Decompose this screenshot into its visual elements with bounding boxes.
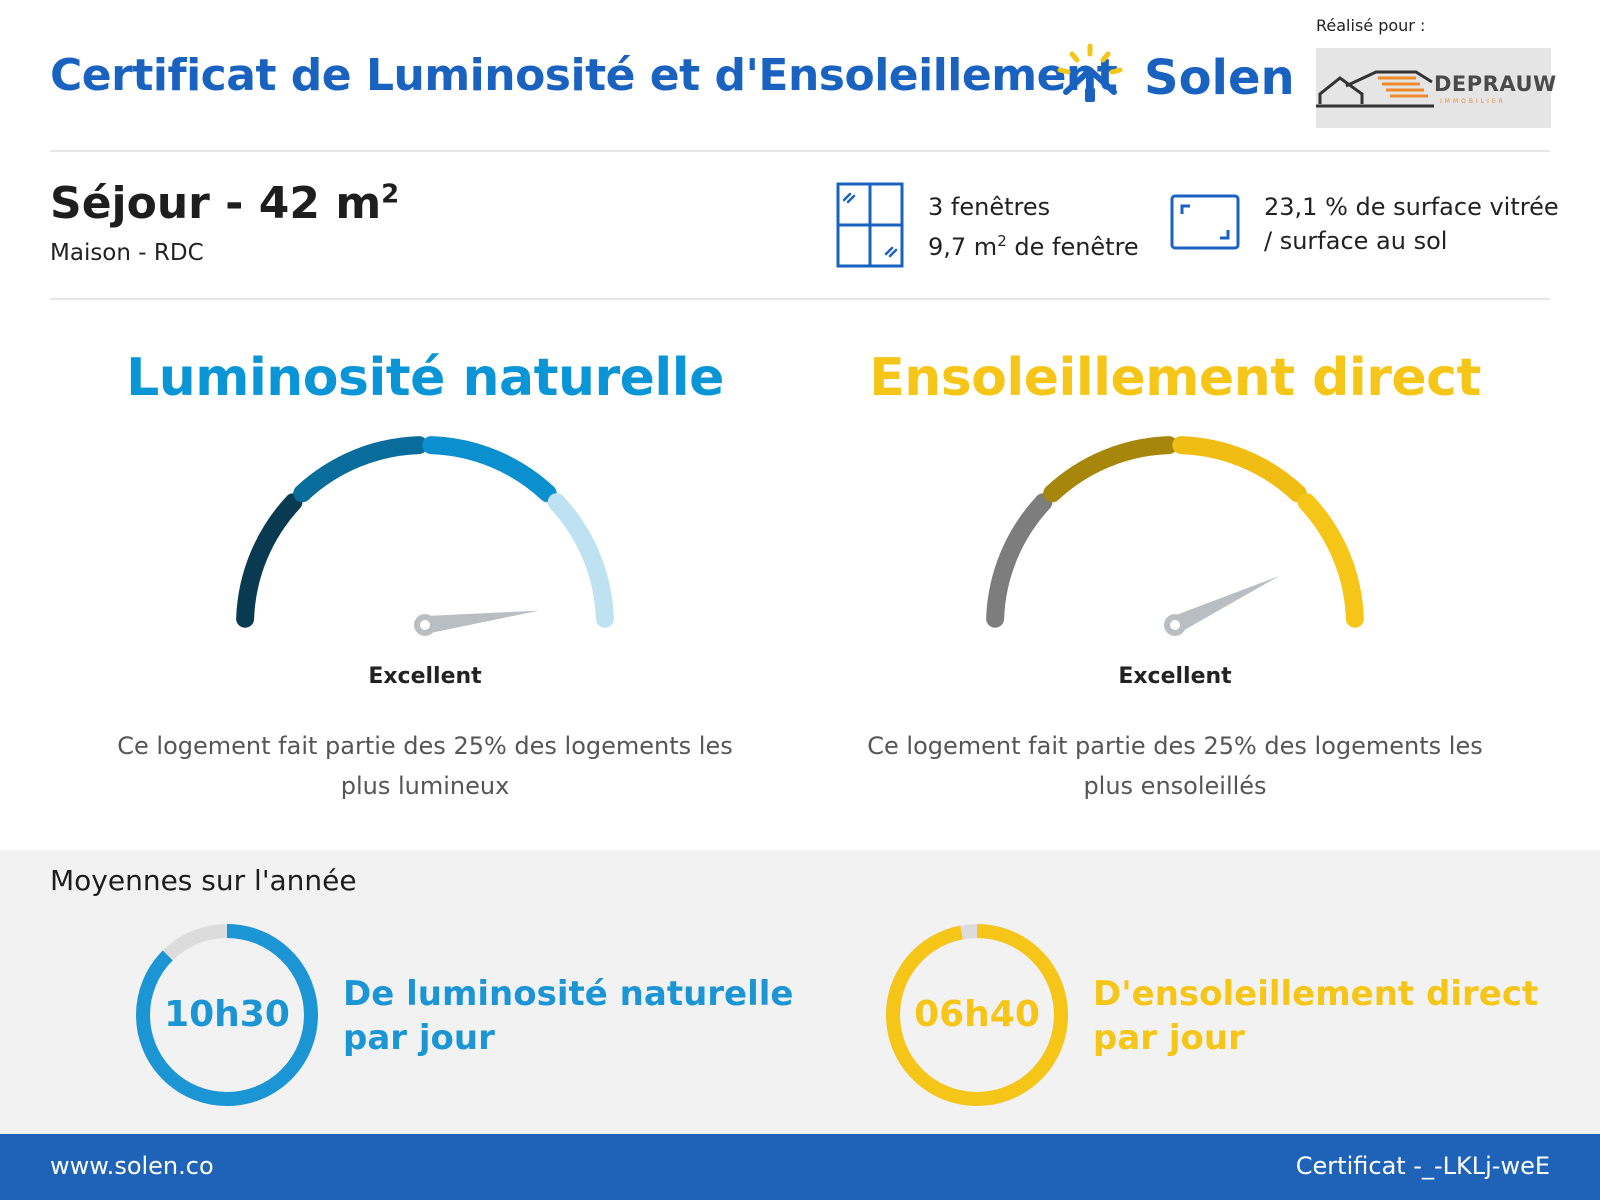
luminosite-gauge-needle xyxy=(423,610,540,634)
ensoleillement-label-line-2: par jour xyxy=(1093,1018,1245,1058)
luminosite-gauge-segment xyxy=(293,436,428,503)
luminosite-hours: 10h30 xyxy=(132,994,322,1035)
ensoleillement-ring-progress xyxy=(886,924,1068,1106)
client-subtitle: IMMOBILIER xyxy=(1440,98,1506,105)
window-icon xyxy=(836,182,904,268)
room-name-sup: 2 xyxy=(381,179,400,210)
windows-count: 3 fenêtres xyxy=(928,193,1051,221)
luminosite-ring-progress xyxy=(136,924,318,1106)
ensoleillement-ring xyxy=(882,920,1072,1110)
brand-name: Solen xyxy=(1144,50,1295,106)
averages-title: Moyennes sur l'année xyxy=(50,864,357,897)
glazed-line-1: 23,1 % de surface vitrée xyxy=(1264,193,1559,221)
ensoleillement-title: Ensoleillement direct xyxy=(869,348,1481,408)
luminosite-title: Luminosité naturelle xyxy=(126,348,724,408)
luminosite-gauge-hub-center xyxy=(420,620,430,630)
windows-area-value: 9,7 m xyxy=(928,233,998,261)
website-link[interactable]: www.solen.co xyxy=(50,1152,214,1180)
divider xyxy=(50,298,1550,300)
client-name: DEPRAUW xyxy=(1434,72,1557,96)
ensoleillement-rating: Excellent xyxy=(1118,664,1232,689)
ensoleillement-gauge-segment xyxy=(1043,436,1178,503)
ensoleillement-gauge-segment xyxy=(1297,493,1364,628)
luminosite-description-text: Ce logement fait partie des 25% des loge… xyxy=(117,732,733,800)
room-title: Séjour - 42 m2 xyxy=(50,178,399,229)
windows-info: 3 fenêtres 9,7 m2 de fenêtre xyxy=(928,190,1139,264)
surface-icon xyxy=(1170,194,1240,250)
solen-logo: Solen xyxy=(1052,42,1295,112)
windows-area-rest: de fenêtre xyxy=(1006,233,1139,261)
ensoleillement-hours-value: 06h40 xyxy=(914,994,1040,1035)
ensoleillement-gauge-needle xyxy=(1171,576,1280,634)
ensoleillement-label-line-1: D'ensoleillement direct xyxy=(1093,974,1539,1014)
windows-area: 9,7 m2 de fenêtre xyxy=(928,224,1139,264)
client-logo: DEPRAUW IMMOBILIER xyxy=(1316,48,1556,128)
luminosite-gauge xyxy=(215,430,635,650)
ensoleillement-description-text: Ce logement fait partie des 25% des loge… xyxy=(867,732,1483,800)
room-name: Séjour - 42 m xyxy=(50,178,382,229)
luminosite-description: Ce logement fait partie des 25% des loge… xyxy=(50,726,800,806)
ensoleillement-gauge-hub-center xyxy=(1170,620,1180,630)
ensoleillement-hours: 06h40 xyxy=(882,994,1072,1035)
luminosite-rating: Excellent xyxy=(368,664,482,689)
sun-house-icon xyxy=(1057,43,1123,102)
luminosite-gauge-segment xyxy=(236,493,303,628)
luminosite-ring xyxy=(132,920,322,1110)
glazed-ratio: 23,1 % de surface vitrée / surface au so… xyxy=(1264,190,1559,258)
footer: www.solen.co Certificat -_-LKLj-weE xyxy=(0,1134,1600,1200)
ensoleillement-gauge-segment xyxy=(986,493,1053,628)
luminosite-label-line-1: De luminosité naturelle xyxy=(343,974,794,1014)
glazed-line-2: / surface au sol xyxy=(1264,227,1448,255)
certificate-id: Certificat -_-LKLj-weE xyxy=(1295,1152,1550,1180)
luminosite-gauge-segment xyxy=(547,493,614,628)
page-title: Certificat de Luminosité et d'Ensoleille… xyxy=(50,50,1118,101)
divider xyxy=(50,150,1550,152)
client-house-icon xyxy=(1316,70,1434,108)
ensoleillement-description: Ce logement fait partie des 25% des loge… xyxy=(800,726,1550,806)
luminosite-label-line-2: par jour xyxy=(343,1018,495,1058)
room-location: Maison - RDC xyxy=(50,240,204,266)
luminosite-hours-label: De luminosité naturelle par jour xyxy=(343,972,793,1060)
ensoleillement-hours-label: D'ensoleillement direct par jour xyxy=(1093,972,1538,1060)
luminosite-hours-value: 10h30 xyxy=(164,994,290,1035)
ensoleillement-gauge-segment xyxy=(1172,436,1307,503)
ensoleillement-gauge xyxy=(965,430,1385,650)
windows-area-sup: 2 xyxy=(997,232,1007,250)
luminosite-gauge-segment xyxy=(422,436,557,503)
realise-pour-label: Réalisé pour : xyxy=(1316,16,1426,35)
